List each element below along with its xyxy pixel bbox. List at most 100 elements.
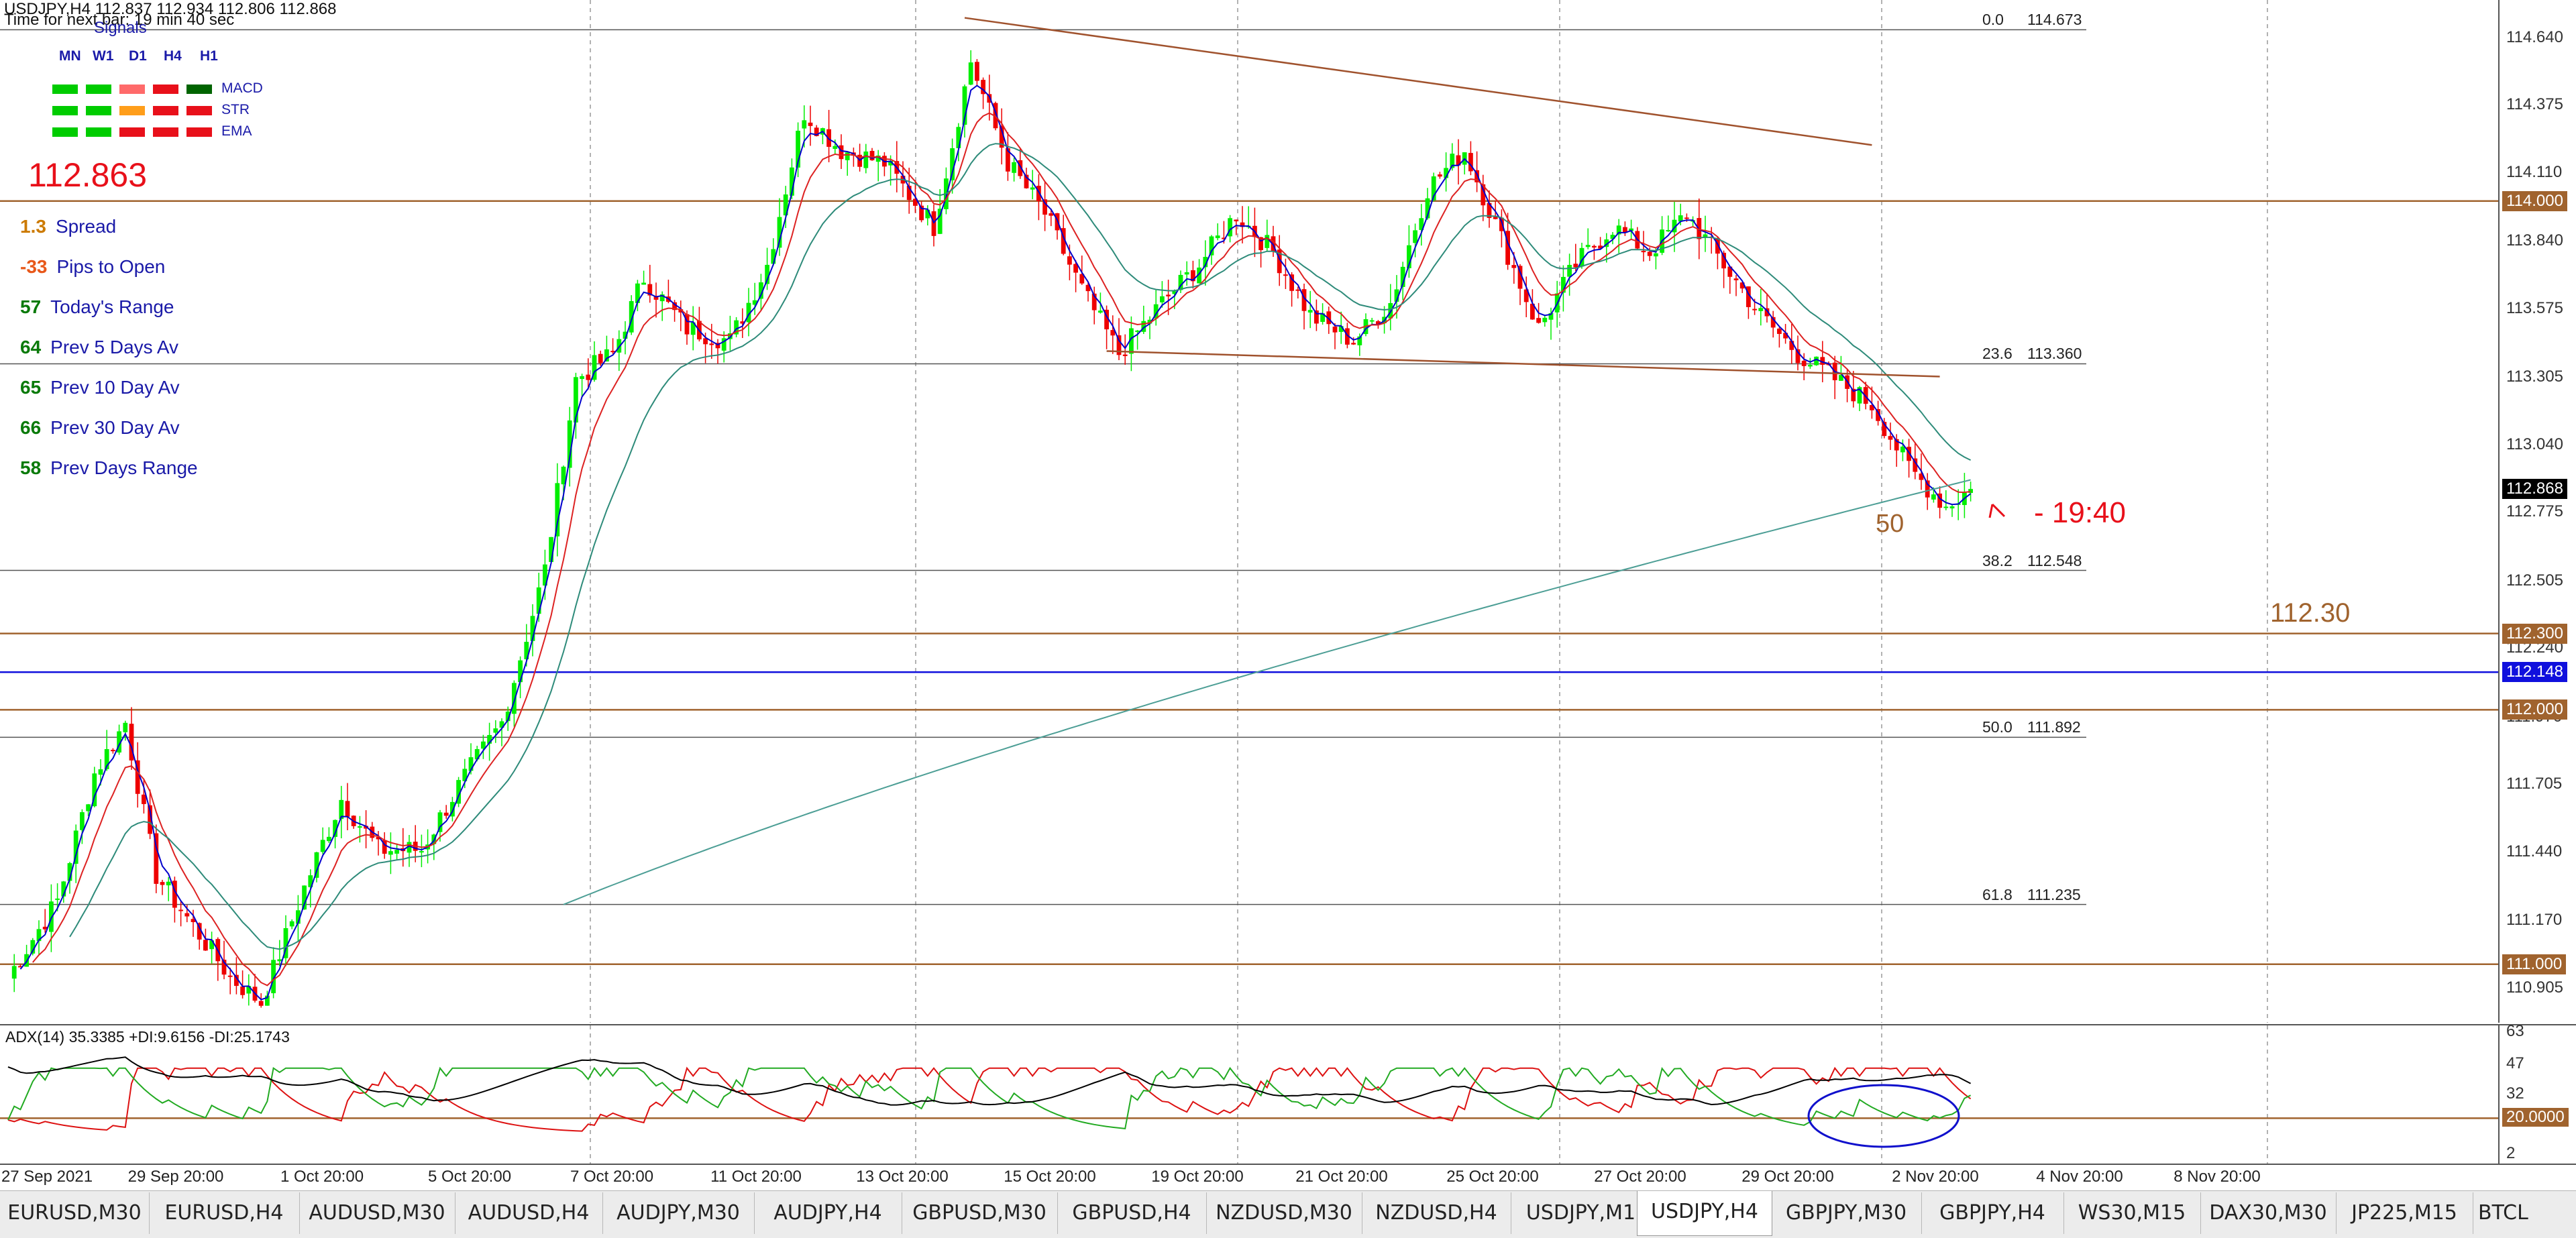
signal-cell (119, 106, 145, 115)
candle-body (937, 209, 943, 234)
candle-body (277, 959, 282, 962)
tab-eurusd-h4[interactable]: EURUSD,H4 (149, 1192, 300, 1234)
candle-body (1258, 237, 1263, 250)
tab-eurusd-m30[interactable]: EURUSD,M30 (0, 1192, 150, 1234)
candle-body (1413, 230, 1417, 243)
candle-body (610, 351, 615, 353)
candle-body (543, 564, 547, 586)
candle-body (721, 338, 727, 351)
candle-body (30, 940, 36, 954)
time-axis-label: 4 Nov 20:00 (2036, 1168, 2123, 1186)
tab-ws30-m15[interactable]: WS30,M15 (2063, 1192, 2201, 1234)
candle-body (234, 974, 239, 987)
stat-label: Today's Range (50, 296, 174, 317)
candle-body (1425, 198, 1430, 219)
candle-body (1191, 270, 1195, 282)
candle-body (1573, 264, 1578, 268)
stat-value: 65 (20, 377, 42, 398)
candle-body (1351, 343, 1356, 345)
candle-body (481, 741, 486, 749)
candle-body (1394, 289, 1399, 302)
tab-gbpjpy-m30[interactable]: GBPJPY,M30 (1771, 1192, 1922, 1234)
candle-body (1585, 245, 1591, 247)
candle-body (1567, 265, 1572, 277)
time-axis-label: 11 Oct 20:00 (710, 1168, 802, 1186)
candle-body (462, 769, 468, 781)
price-chart[interactable]: USDJPY,H4 112.837 112.934 112.806 112.86… (0, 0, 2498, 1023)
signal-cell (86, 127, 111, 137)
candle-body (1345, 328, 1350, 345)
tab-audusd-m30[interactable]: AUDUSD,M30 (299, 1192, 455, 1234)
candle-body (1499, 217, 1504, 231)
candle-body (1332, 326, 1338, 333)
candle-body (783, 194, 788, 216)
candle-body (258, 1001, 264, 1006)
candle-body (1894, 439, 1899, 451)
candle-body (1604, 239, 1609, 247)
tab-gbpusd-h4[interactable]: GBPUSD,H4 (1057, 1192, 1207, 1234)
signal-cell (186, 85, 212, 94)
candle-body (1061, 228, 1066, 254)
price-tick-label: 113.305 (2506, 368, 2563, 386)
adx-indicator-pane[interactable]: ADX(14) 35.3385 +DI:9.6156 -DI:25.1743 (0, 1024, 2498, 1165)
tab-usdjpy-h4[interactable]: USDJPY,H4 (1637, 1191, 1772, 1236)
candle-body (839, 145, 844, 160)
candle-body (1283, 274, 1288, 276)
tab-gbpjpy-h4[interactable]: GBPJPY,H4 (1921, 1192, 2064, 1234)
tab-audjpy-h4[interactable]: AUDJPY,H4 (754, 1192, 902, 1234)
tab-btcl[interactable]: BTCL (2478, 1201, 2528, 1225)
tab-audusd-h4[interactable]: AUDUSD,H4 (455, 1192, 603, 1234)
candle-body (221, 960, 227, 975)
fib-price-label: 111.892 (2027, 718, 2081, 736)
tab-gbpusd-m30[interactable]: GBPUSD,M30 (902, 1192, 1058, 1234)
tab-nzdusd-h4[interactable]: NZDUSD,H4 (1362, 1192, 1511, 1234)
candle-body (690, 322, 696, 335)
candle-body (906, 185, 912, 201)
candle-body (808, 122, 813, 126)
candle-body (419, 851, 424, 853)
price-tick-label: 112.505 (2506, 571, 2563, 589)
candle-body (468, 757, 474, 771)
candle-body (1474, 170, 1479, 182)
candle-body (567, 420, 572, 468)
candle-body (320, 840, 325, 852)
candle-body (314, 852, 319, 878)
candle-body (709, 343, 714, 345)
candle-body (635, 283, 640, 303)
stat-row: 58 Prev Days Range (20, 457, 198, 479)
candle-body (73, 830, 78, 864)
candle-body (1536, 318, 1541, 323)
tab-jp225-m15[interactable]: JP225,M15 (2336, 1192, 2473, 1234)
time-axis-label: 2 Nov 20:00 (1892, 1168, 1979, 1186)
candle-body (296, 910, 301, 924)
candle-body (561, 466, 566, 485)
candle-body (1666, 230, 1671, 232)
fib-price-label: 114.673 (2027, 11, 2082, 29)
candle-body (826, 129, 831, 147)
candle-body (302, 885, 307, 910)
candle-body (67, 863, 72, 881)
tab-dax30-m30[interactable]: DAX30,M30 (2200, 1192, 2337, 1234)
candle-body (1777, 328, 1782, 334)
candle-body (98, 769, 103, 775)
candle-body (209, 940, 214, 950)
candle-body (42, 926, 48, 930)
candle-body (574, 377, 578, 423)
tab-audjpy-m30[interactable]: AUDJPY,M30 (602, 1192, 755, 1234)
signal-row-label: MACD (221, 80, 263, 96)
tab-nzdusd-m30[interactable]: NZDUSD,M30 (1206, 1192, 1362, 1234)
symbol-line: USDJPY,H4 112.837 112.934 112.806 112.86… (4, 0, 337, 18)
time-axis-label: 29 Oct 20:00 (1741, 1168, 1834, 1186)
candle-body (1629, 228, 1633, 231)
candle-body (659, 294, 665, 302)
fib-level-label: 50.0 (1982, 718, 2012, 736)
candle-body (1116, 335, 1122, 355)
time-axis[interactable]: 27 Sep 2021 29 Sep 20:00 1 Oct 20:00 5 Oct … (0, 1164, 2576, 1192)
price-axis[interactable]: 114.640 114.375 114.110 113.840 113.575 113.3… (2498, 0, 2576, 1023)
time-axis-label: 13 Oct 20:00 (856, 1168, 949, 1186)
candle-body (1085, 284, 1091, 292)
candle-body (1937, 493, 1942, 508)
candle-body (1018, 160, 1023, 176)
candle-body (1876, 409, 1880, 421)
candle-body (1851, 388, 1856, 402)
